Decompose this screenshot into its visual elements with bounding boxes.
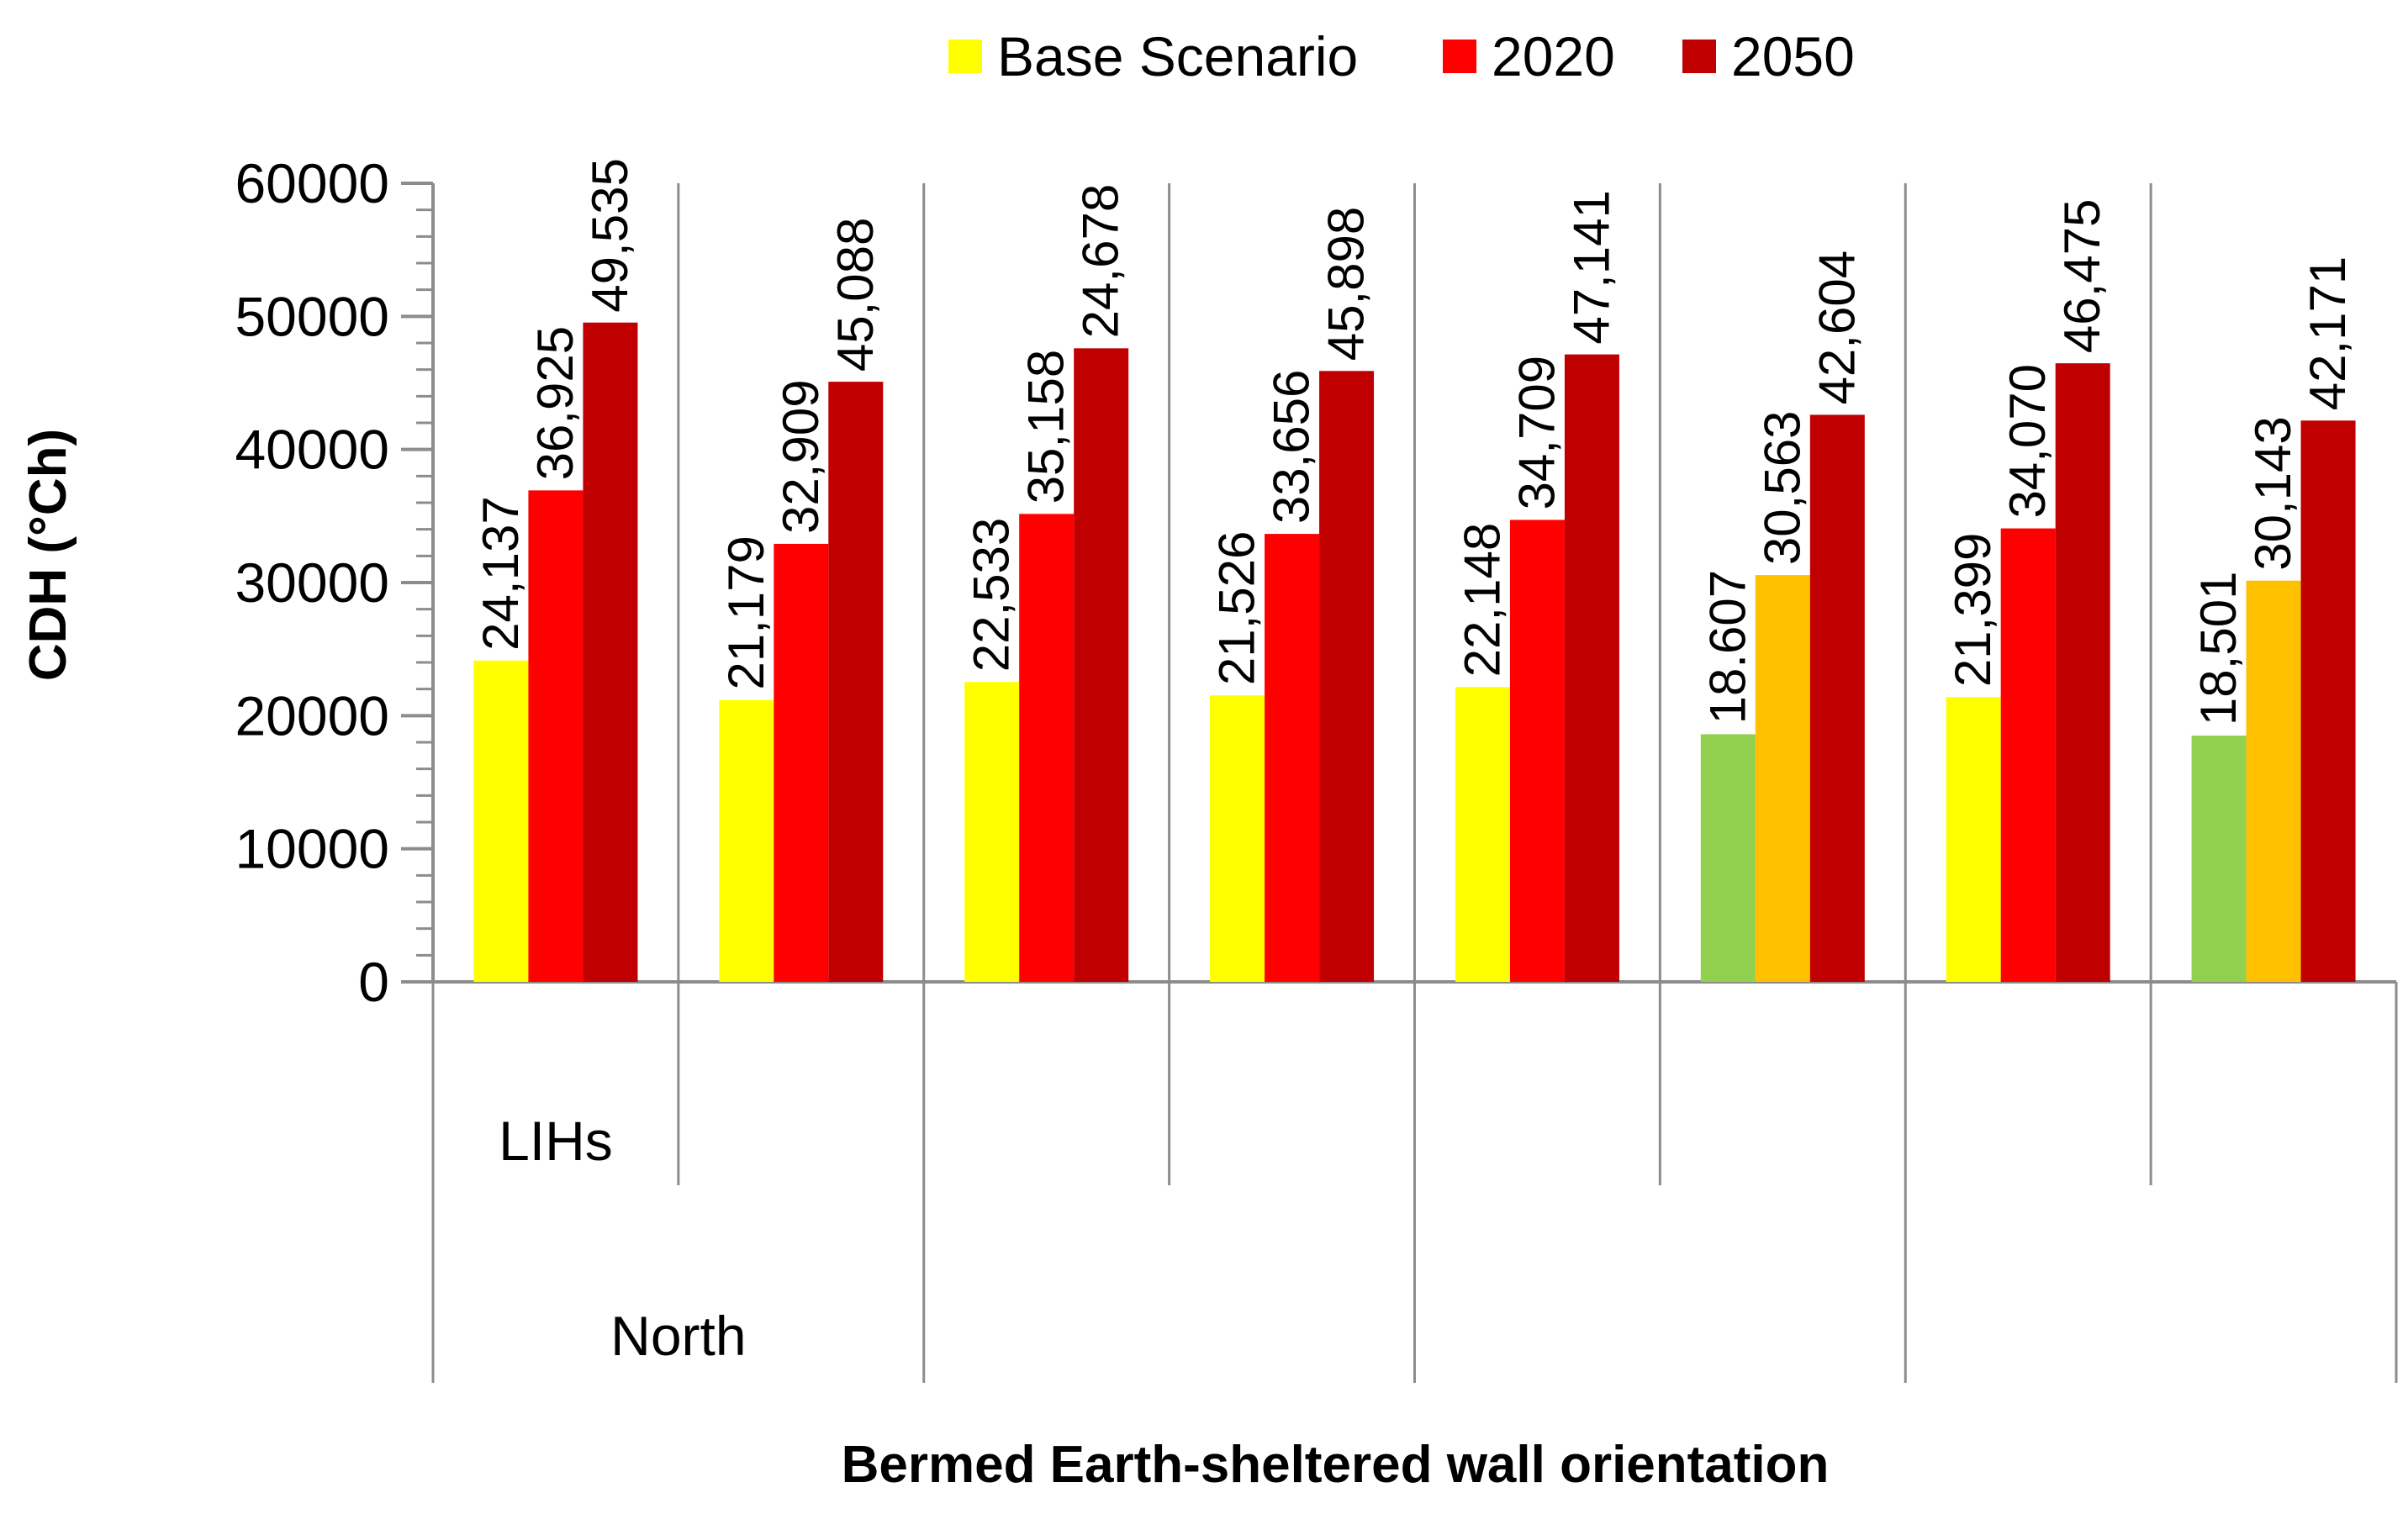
data-label: 36,925 [527,326,584,481]
bar-2050 [2055,363,2110,982]
data-label: 49,535 [582,158,638,313]
data-label: 32,909 [773,379,829,534]
data-label: 18,501 [2190,572,2247,726]
data-label: 21,526 [1209,531,1265,686]
bar-base-scenario [1700,734,1756,982]
data-label: 21,399 [1945,533,2001,688]
data-label: 42,171 [2300,256,2356,411]
data-label: 30,563 [1754,411,1810,566]
bar-2050 [1074,348,1129,982]
bar-base-scenario [1455,687,1510,982]
data-label: 35,158 [1018,350,1075,504]
data-label: 45,898 [1318,207,1375,361]
data-label: 34,070 [1999,364,2056,519]
bar-base-scenario [1210,695,1265,982]
legend-swatch [1443,40,1476,73]
data-label: 45,088 [827,218,884,372]
bar-base-scenario [719,699,774,982]
bar-2020 [2246,580,2301,982]
y-tick-label: 0 [358,951,389,1013]
y-tick-label: 20000 [235,684,389,746]
category-group-label: LIHs [499,1110,613,1172]
data-label: 34,709 [1508,356,1565,510]
bar-2050 [583,322,638,983]
bar-2050 [2300,420,2356,983]
bar-2020 [2000,528,2056,982]
y-axis-title: CDH (°Ch) [19,429,77,681]
bar-base-scenario [1946,697,2001,982]
data-label: 24,678 [1073,184,1129,339]
bar-base-scenario [473,660,529,982]
y-tick-label: 10000 [235,818,389,880]
category-supergroup-label: North [610,1305,746,1367]
y-tick-label: 50000 [235,285,389,347]
bar-2050 [1809,414,1865,983]
bar-2050 [1564,354,1619,982]
legend-swatch [1682,40,1716,73]
bar-2050 [1319,371,1375,982]
data-label: 46,475 [2054,199,2110,354]
bar-2020 [1265,534,1320,982]
bar-2020 [1019,514,1075,982]
legend-label: 2050 [1731,25,1855,87]
y-tick-label: 30000 [235,551,389,614]
x-axis-title: Bermed Earth-sheltered wall orientation [842,1436,1830,1494]
bar-2050 [828,382,884,982]
bars [473,322,2356,983]
data-label: 42,604 [1809,251,1865,405]
data-label: 30,143 [2245,416,2301,571]
bar-base-scenario [2191,736,2247,982]
data-label: 18.607 [1699,570,1756,725]
legend-label: Base Scenario [997,25,1358,87]
bar-2020 [1755,575,1810,982]
legend: Base Scenario 2020 2050 [948,25,1855,87]
data-label: 22,148 [1454,523,1510,678]
bar-2020 [774,543,829,982]
bar-2020 [528,490,584,982]
bar-base-scenario [964,682,1020,982]
data-label: 47,141 [1563,190,1619,345]
legend-swatch [948,40,982,73]
data-label: 24,137 [473,496,529,651]
y-tick-label: 60000 [235,152,389,214]
y-tick-label: 40000 [235,419,389,481]
bar-2020 [1509,520,1565,982]
data-label: 33,656 [1264,370,1320,525]
legend-label: 2020 [1492,25,1615,87]
data-label: 22,533 [964,518,1020,673]
data-label: 21,179 [718,535,774,690]
